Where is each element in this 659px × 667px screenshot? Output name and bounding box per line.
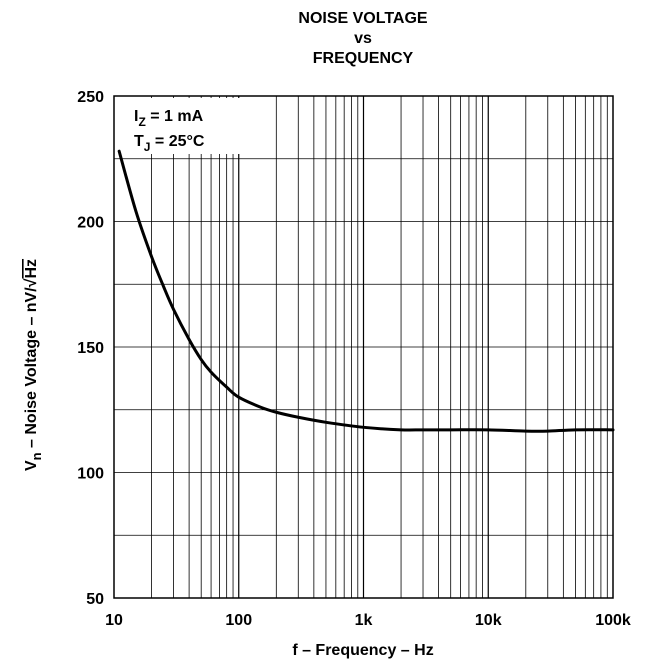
y-tick-label: 50	[86, 591, 104, 608]
x-tick-label: 100	[225, 612, 252, 629]
x-tick-label: 10k	[475, 612, 502, 629]
x-tick-label: 100k	[595, 612, 631, 629]
annotation-temperature: TJ = 25°C	[134, 133, 205, 154]
grid-lines	[114, 96, 613, 598]
annotation-current: IZ = 1 mA	[134, 108, 204, 129]
svg-text:Vn – Noise Voltage – nV/√Hz: Vn – Noise Voltage – nV/√Hz	[23, 259, 44, 471]
x-tick-label: 10	[105, 612, 123, 629]
chart-title-line-3: FREQUENCY	[313, 50, 414, 67]
y-tick-label: 250	[77, 89, 104, 106]
y-tick-label: 200	[77, 215, 104, 232]
y-axis-label: Vn – Noise Voltage – nV/√Hz	[23, 259, 44, 471]
conditions-annotation: IZ = 1 mA TJ = 25°C	[118, 98, 246, 154]
chart-title-line-2: vs	[354, 30, 372, 47]
chart-title-line-1: NOISE VOLTAGE	[298, 10, 428, 27]
annotation-background	[118, 98, 246, 154]
tick-labels: 10 100 1k 10k 100k 50 100 150 200 250	[77, 89, 631, 629]
noise-voltage-curve	[117, 149, 615, 433]
x-tick-label: 1k	[355, 612, 373, 629]
y-tick-label: 100	[77, 466, 104, 483]
y-tick-label: 150	[77, 340, 104, 357]
x-axis-label: f – Frequency – Hz	[292, 642, 433, 659]
plot-frame	[113, 95, 614, 599]
